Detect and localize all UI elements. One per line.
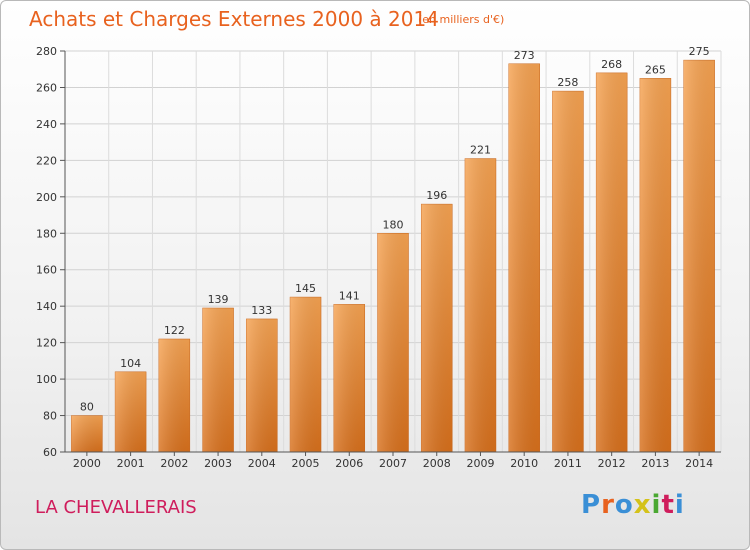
y-tick-label: 240 — [36, 118, 57, 131]
bar-shade-2001 — [115, 371, 147, 452]
x-tick-label-2012: 2012 — [598, 457, 626, 470]
bar-shade-2008 — [421, 204, 453, 452]
y-tick-label: 280 — [36, 45, 57, 58]
x-tick-label-2008: 2008 — [423, 457, 451, 470]
logo-letter: r — [601, 490, 615, 520]
y-tick-label: 160 — [36, 264, 57, 277]
bar-shade-2007 — [377, 233, 409, 452]
bar-shade-2013 — [639, 78, 671, 452]
logo-letter: i — [674, 490, 685, 520]
bars-layer: 80 104 122 139 133 145 141 180 196 221 273 258 268 26… — [71, 45, 715, 453]
x-tick-label-2001: 2001 — [117, 457, 145, 470]
bar-shade-2012 — [596, 72, 628, 452]
x-tick-label-2014: 2014 — [685, 457, 713, 470]
value-label-2001: 104 — [120, 357, 141, 370]
logo-letter: P — [581, 490, 602, 520]
x-tick-label-2002: 2002 — [160, 457, 188, 470]
x-tick-label-2000: 2000 — [73, 457, 101, 470]
x-tick-label-2005: 2005 — [292, 457, 320, 470]
y-tick-label: 80 — [43, 410, 57, 423]
bar-shade-2003 — [202, 308, 234, 452]
logo-letter: x — [633, 490, 652, 520]
x-tick-label-2013: 2013 — [641, 457, 669, 470]
value-label-2006: 141 — [339, 289, 360, 302]
value-label-2011: 258 — [557, 76, 578, 89]
bar-shade-2010 — [508, 63, 540, 452]
x-tick-label-2011: 2011 — [554, 457, 582, 470]
logo-letter: o — [614, 490, 634, 520]
y-tick-label: 100 — [36, 373, 57, 386]
value-label-2014: 275 — [689, 45, 710, 58]
value-label-2007: 180 — [383, 218, 404, 231]
value-label-2003: 139 — [208, 293, 229, 306]
value-label-2013: 265 — [645, 63, 666, 76]
chart-subtitle: (en milliers d'€) — [418, 13, 505, 26]
bar-shade-2005 — [290, 297, 322, 452]
value-label-2008: 196 — [426, 189, 447, 202]
value-label-2000: 80 — [80, 401, 94, 414]
x-tick-label-2009: 2009 — [466, 457, 494, 470]
x-tick-label-2007: 2007 — [379, 457, 407, 470]
proxiti-logo: Proxiti — [581, 490, 685, 520]
y-tick-label: 140 — [36, 300, 57, 313]
bar-shade-2006 — [333, 304, 365, 452]
y-tick-label: 200 — [36, 191, 57, 204]
value-label-2009: 221 — [470, 144, 491, 157]
logo-letter: t — [661, 490, 675, 520]
bar-shade-2002 — [158, 338, 190, 452]
value-label-2010: 273 — [514, 49, 535, 62]
value-label-2002: 122 — [164, 324, 185, 337]
x-tick-label-2010: 2010 — [510, 457, 538, 470]
commune-name: LA CHEVALLERAIS — [35, 497, 197, 518]
bar-shade-2004 — [246, 318, 278, 452]
bar-shade-2011 — [552, 91, 584, 452]
x-tick-label-2004: 2004 — [248, 457, 276, 470]
value-label-2012: 268 — [601, 58, 622, 71]
bar-shade-2009 — [464, 158, 496, 453]
logo-letter: i — [651, 490, 662, 520]
y-tick-label: 220 — [36, 154, 57, 167]
x-tick-label-2006: 2006 — [335, 457, 363, 470]
value-label-2005: 145 — [295, 282, 316, 295]
value-label-2004: 133 — [251, 304, 272, 317]
bar-shade-2000 — [71, 415, 103, 452]
y-tick-label: 260 — [36, 81, 57, 94]
axes-layer: 60 80 100 120 140 160 180 200 220 240 260 280 2000 20… — [36, 45, 721, 470]
chart-title: Achats et Charges Externes 2000 à 2014 — [29, 7, 439, 31]
y-tick-label: 60 — [43, 446, 57, 459]
y-tick-label: 180 — [36, 227, 57, 240]
x-tick-label-2003: 2003 — [204, 457, 232, 470]
y-tick-label: 120 — [36, 337, 57, 350]
bar-shade-2014 — [683, 60, 715, 452]
